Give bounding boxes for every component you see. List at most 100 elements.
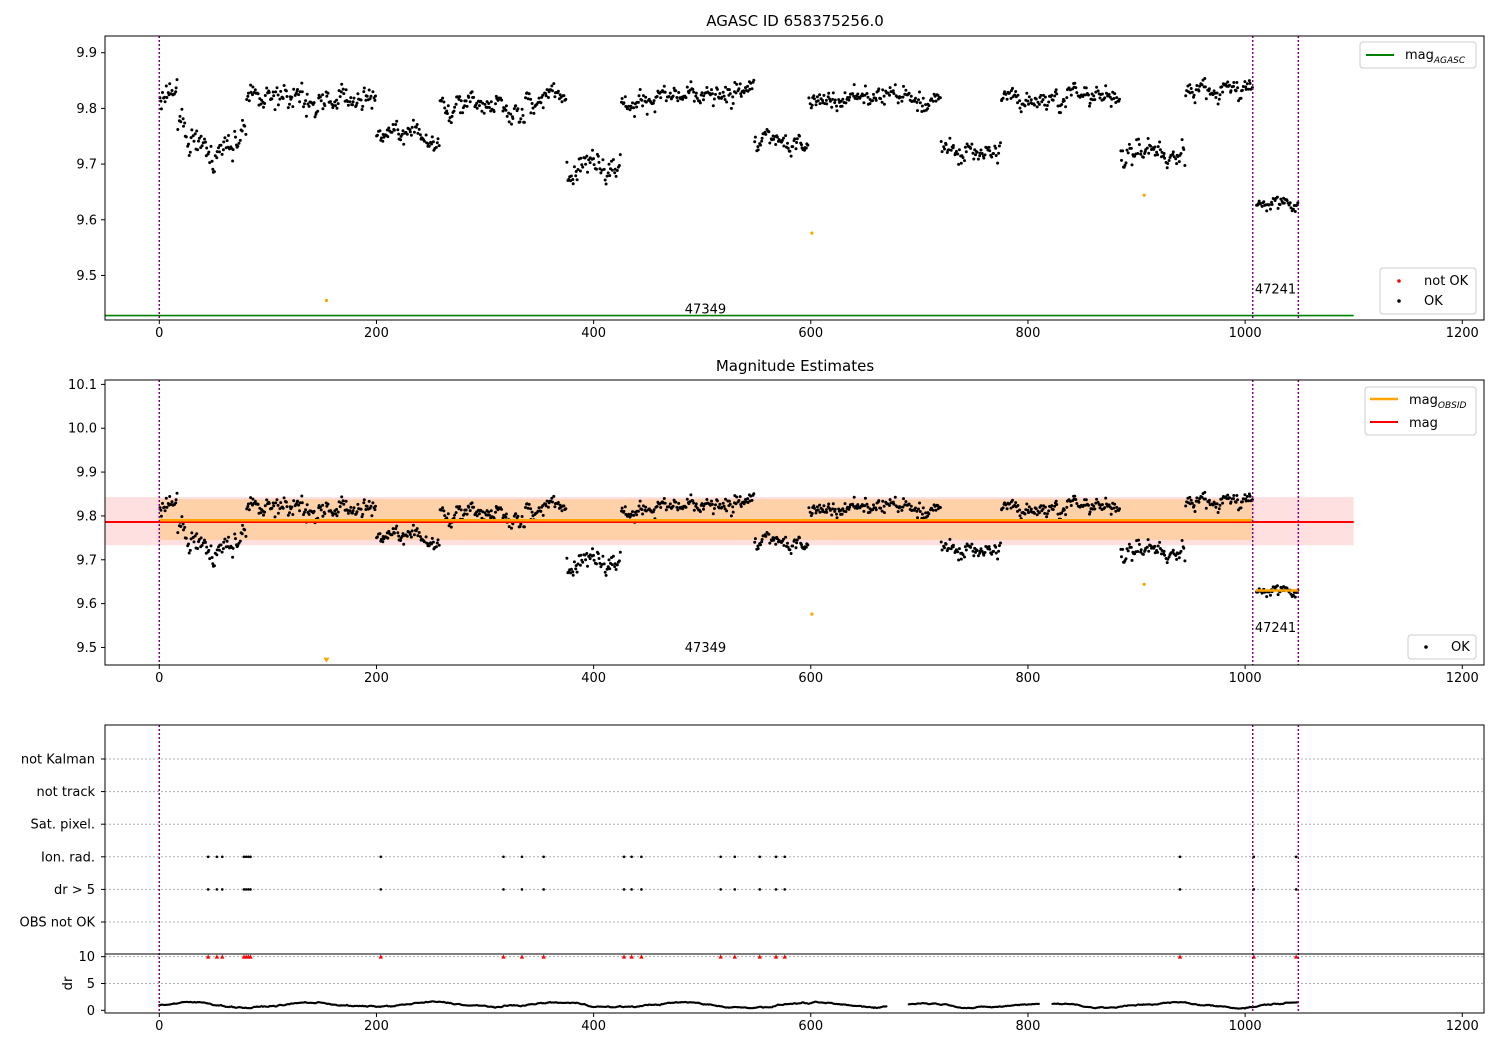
data-point-ok — [871, 99, 875, 103]
data-point-ok — [222, 540, 226, 544]
flag-point — [215, 855, 219, 859]
data-point-ok — [483, 511, 487, 515]
data-point-ok — [810, 512, 814, 515]
data-point-ok — [710, 499, 713, 503]
data-point-ok — [914, 506, 917, 510]
data-point-ok — [1184, 94, 1188, 98]
data-point-ok — [1004, 92, 1008, 96]
data-point-ok — [292, 87, 296, 91]
data-point-ok — [623, 505, 627, 509]
data-point-ok — [453, 513, 457, 517]
data-point-ok — [988, 149, 992, 153]
data-point-ok — [262, 105, 265, 109]
data-point-ok — [164, 84, 168, 88]
data-point-ok — [422, 139, 426, 143]
data-point-ok — [1158, 547, 1162, 550]
data-point-ok — [949, 547, 953, 551]
data-point-ok — [729, 106, 733, 110]
flag-point — [622, 855, 626, 859]
data-point-ok — [868, 102, 872, 106]
data-point-ok — [298, 501, 302, 505]
data-point-ok — [352, 96, 356, 100]
data-point-ok — [510, 122, 513, 126]
data-point-ok — [789, 552, 793, 555]
data-point-ok — [1137, 137, 1140, 141]
dr-outlier-marker — [214, 954, 220, 959]
data-point-ok — [992, 549, 995, 553]
data-point-ok — [775, 135, 779, 139]
data-point-ok — [1124, 557, 1128, 561]
flag-point — [502, 888, 505, 891]
data-point-ok — [843, 91, 847, 95]
data-point-ok — [1179, 549, 1183, 553]
data-point-ok — [1130, 163, 1134, 167]
data-point-ok — [782, 144, 786, 148]
x-tick-label: 1000 — [1229, 671, 1262, 686]
data-point-ok — [664, 508, 668, 512]
y-tick-label: 10 — [78, 950, 95, 965]
data-point-ok — [1166, 557, 1170, 561]
data-point-ok — [191, 134, 195, 138]
data-point-ok — [915, 100, 919, 104]
data-point-ok — [676, 508, 680, 512]
data-point-ok — [359, 98, 363, 102]
data-point-ok — [592, 553, 595, 557]
data-point-ok — [565, 160, 569, 164]
data-point-ok — [1125, 148, 1129, 152]
data-point-ok — [1273, 199, 1277, 202]
data-point-flagged — [1142, 193, 1146, 197]
data-point-ok — [1093, 507, 1097, 511]
data-point-ok — [553, 505, 557, 509]
data-point-ok — [361, 512, 365, 516]
data-point-ok — [459, 99, 463, 103]
data-point-ok — [871, 508, 875, 512]
data-point-ok — [231, 555, 235, 559]
data-point-ok — [275, 498, 279, 502]
data-point-ok — [715, 499, 719, 503]
data-point-ok — [994, 146, 998, 150]
x-tick-label: 1000 — [1229, 326, 1262, 341]
data-point-ok — [825, 510, 829, 514]
data-point-ok — [828, 99, 832, 103]
data-point-ok — [1158, 140, 1162, 144]
data-point-ok — [784, 134, 788, 138]
data-point-ok — [1075, 502, 1079, 505]
data-point-ok — [659, 96, 663, 100]
data-point-ok — [1064, 513, 1068, 517]
data-point-ok — [1175, 162, 1179, 166]
flags-and-dr-panel: 0 200 400 600 800 1000 1200 not Kalman not trac… — [20, 724, 1485, 1034]
data-point-ok — [1033, 511, 1036, 515]
data-point-ok — [1107, 503, 1111, 507]
flag-row-label: not Kalman — [21, 753, 95, 768]
data-point-ok — [1098, 96, 1102, 100]
legend-box — [1379, 267, 1477, 315]
data-point-ok — [210, 159, 214, 163]
data-point-ok — [1244, 87, 1248, 91]
data-point-ok — [551, 500, 554, 504]
data-point-ok — [410, 125, 414, 129]
data-point-ok — [520, 515, 524, 518]
data-point-ok — [371, 90, 375, 94]
data-point-ok — [1295, 203, 1299, 207]
data-point-ok — [800, 543, 803, 547]
data-point-ok — [830, 105, 834, 109]
data-point-ok — [1270, 200, 1273, 204]
data-point-ok — [727, 88, 731, 92]
data-point-ok — [306, 102, 310, 106]
x-tick-label: 0 — [155, 671, 163, 686]
dr-point — [1037, 1002, 1040, 1006]
data-point-ok — [749, 494, 753, 498]
data-point-ok — [273, 108, 277, 112]
data-point-ok — [1050, 504, 1054, 508]
data-point-ok — [467, 505, 471, 509]
data-point-ok — [234, 135, 237, 139]
data-point-ok — [339, 501, 343, 505]
data-point-ok — [742, 91, 746, 95]
data-point-ok — [291, 105, 295, 109]
data-point-ok — [418, 535, 422, 539]
data-point-ok — [574, 170, 578, 173]
data-point-ok — [1127, 142, 1131, 146]
data-point-ok — [219, 543, 223, 547]
flag-point — [783, 888, 787, 891]
